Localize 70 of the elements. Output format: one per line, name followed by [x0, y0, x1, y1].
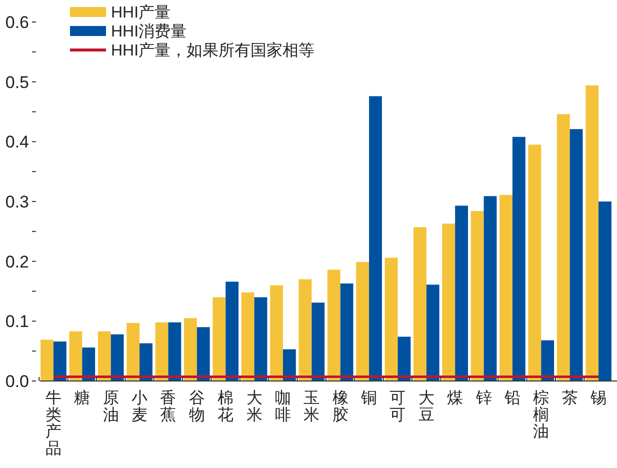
x-tick-label: 大豆	[418, 389, 434, 424]
x-tick-label: 棉花	[218, 389, 234, 424]
bar	[282, 349, 296, 381]
bar	[226, 282, 239, 381]
x-tick-label: 橡胶	[332, 389, 348, 424]
bar	[53, 342, 66, 381]
bar	[528, 144, 542, 381]
bar	[541, 340, 554, 381]
bar	[442, 224, 456, 381]
bar	[82, 347, 96, 381]
y-tick-label: 0.5	[5, 72, 29, 92]
bar	[69, 331, 82, 381]
x-tick-label: 可可	[390, 390, 406, 424]
x-tick-label: 锡	[590, 390, 607, 407]
bar	[586, 85, 599, 381]
x-tick-label: 锌	[474, 389, 492, 407]
bar	[512, 136, 526, 381]
bar	[270, 285, 283, 381]
bar	[413, 227, 426, 381]
x-tick-label: 铅	[503, 390, 520, 407]
bar	[327, 270, 340, 381]
bar	[155, 322, 168, 381]
bar	[484, 196, 497, 381]
bar	[470, 211, 484, 381]
legend-label: HHI产量	[111, 4, 171, 22]
y-tick-label: 0.4	[5, 132, 29, 152]
bar	[384, 258, 398, 381]
x-tick-label: 大米	[246, 389, 262, 424]
bar	[455, 206, 468, 381]
bar	[241, 292, 254, 381]
bar	[312, 302, 325, 381]
y-tick-label: 0.1	[5, 312, 29, 332]
x-tick-label: 牛类产品	[45, 389, 62, 458]
bar	[98, 331, 111, 381]
bar	[398, 336, 411, 381]
y-tick-label: 0.2	[5, 252, 29, 272]
legend-label: HHI消费量	[111, 22, 187, 41]
bar	[254, 297, 268, 381]
bar	[168, 322, 182, 381]
bar	[570, 129, 583, 381]
x-tick-label: 铜	[360, 390, 378, 407]
x-tick-label: 小麦	[132, 389, 148, 424]
bar	[556, 114, 570, 381]
bar	[298, 279, 312, 381]
x-tick-label: 糖	[74, 389, 90, 407]
bar	[196, 327, 210, 381]
x-tick-label: 玉米	[304, 390, 320, 424]
bar	[356, 262, 370, 381]
legend-label: HHI产量，如果所有国家相等	[111, 42, 315, 60]
bar	[340, 283, 354, 381]
bar	[184, 318, 197, 381]
x-tick-label: 咖啡	[274, 389, 291, 424]
bar	[212, 297, 226, 381]
x-tick-label: 茶	[562, 389, 578, 407]
bar	[369, 96, 382, 381]
x-tick-label: 谷物	[188, 389, 205, 424]
bar	[140, 343, 152, 381]
bar	[126, 322, 140, 381]
y-tick-label: 0.6	[5, 12, 29, 32]
x-tick-label: 煤	[447, 390, 464, 407]
x-tick-label: 原油	[102, 390, 119, 424]
bar	[426, 284, 440, 381]
bar	[40, 340, 54, 381]
x-tick-label: 香蕉	[160, 389, 176, 424]
x-tick-label: 棕榈油	[533, 389, 550, 441]
y-tick-label: 0.0	[5, 372, 29, 391]
bar	[110, 334, 124, 381]
bar	[500, 194, 512, 381]
y-tick-label: 0.3	[5, 192, 29, 212]
bar	[598, 202, 612, 381]
